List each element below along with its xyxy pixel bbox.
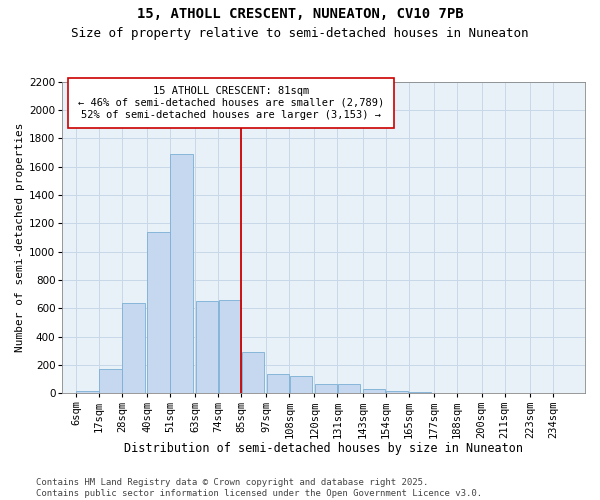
Bar — [409, 392, 431, 394]
Bar — [266, 374, 289, 394]
Bar — [196, 300, 218, 394]
X-axis label: Distribution of semi-detached houses by size in Nuneaton: Distribution of semi-detached houses by … — [124, 442, 523, 455]
Bar — [148, 232, 170, 394]
Text: 15 ATHOLL CRESCENT: 81sqm
← 46% of semi-detached houses are smaller (2,789)
52% : 15 ATHOLL CRESCENT: 81sqm ← 46% of semi-… — [78, 86, 384, 120]
Bar — [218, 300, 241, 394]
Bar — [170, 154, 193, 394]
Bar — [68, 78, 394, 128]
Bar — [338, 384, 360, 394]
Bar — [434, 392, 457, 394]
Bar — [363, 389, 385, 394]
Y-axis label: Number of semi-detached properties: Number of semi-detached properties — [15, 123, 25, 352]
Text: Contains HM Land Registry data © Crown copyright and database right 2025.
Contai: Contains HM Land Registry data © Crown c… — [36, 478, 482, 498]
Text: 15, ATHOLL CRESCENT, NUNEATON, CV10 7PB: 15, ATHOLL CRESCENT, NUNEATON, CV10 7PB — [137, 8, 463, 22]
Bar — [315, 384, 337, 394]
Bar — [482, 392, 505, 394]
Text: Size of property relative to semi-detached houses in Nuneaton: Size of property relative to semi-detach… — [71, 28, 529, 40]
Bar — [242, 352, 264, 394]
Bar — [386, 390, 409, 394]
Bar — [122, 304, 145, 394]
Bar — [100, 368, 122, 394]
Bar — [76, 390, 99, 394]
Bar — [290, 376, 312, 394]
